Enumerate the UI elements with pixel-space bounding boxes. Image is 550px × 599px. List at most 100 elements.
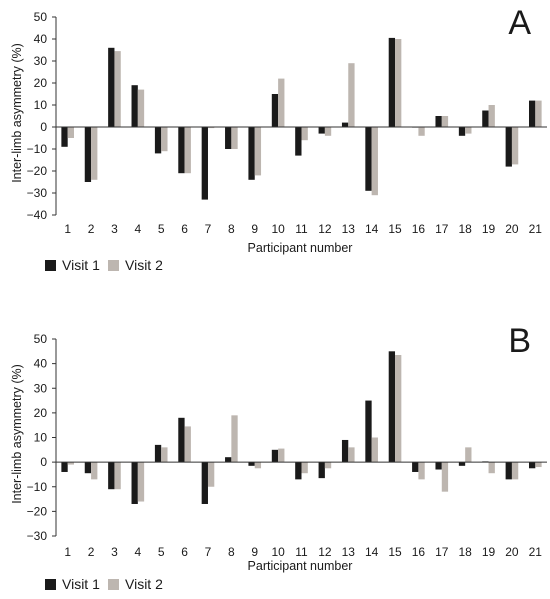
bar-visit-1-participant-10 xyxy=(271,449,279,463)
x-tick-label: 19 xyxy=(482,222,496,236)
x-tick-label: 10 xyxy=(271,545,285,559)
bar-visit-1-participant-14 xyxy=(365,400,372,463)
bar-visit-2-participant-7 xyxy=(207,462,215,487)
bar-visit-2-participant-4 xyxy=(137,462,145,502)
x-tick-label: 5 xyxy=(158,545,165,559)
x-tick-label: 4 xyxy=(134,222,141,236)
y-tick-label: 40 xyxy=(34,32,48,46)
legend-swatch-visit-2 xyxy=(108,579,119,590)
bar-visit-2-participant-5 xyxy=(161,127,168,152)
bar-visit-1-participant-6 xyxy=(178,417,185,463)
bar-visit-2-participant-14 xyxy=(371,437,378,463)
bar-visit-2-participant-17 xyxy=(441,116,449,127)
bar-visit-2-participant-1 xyxy=(67,462,75,465)
bar-visit-2-participant-21 xyxy=(535,100,542,127)
bar-visit-2-participant-14 xyxy=(371,127,378,196)
legend-swatch-visit-2 xyxy=(108,260,119,271)
x-tick-label: 12 xyxy=(318,545,332,559)
bar-visit-2-participant-17 xyxy=(441,462,449,492)
bar-visit-1-participant-20 xyxy=(505,127,512,167)
x-tick-label: 18 xyxy=(458,222,472,236)
x-tick-label: 10 xyxy=(271,222,285,236)
bar-visit-2-participant-16 xyxy=(418,462,425,480)
bar-visit-2-participant-13 xyxy=(348,447,355,463)
x-tick-label: 2 xyxy=(88,545,95,559)
x-tick-label: 18 xyxy=(458,545,472,559)
bar-visit-2-participant-11 xyxy=(301,462,308,474)
y-tick-label: −40 xyxy=(27,208,48,222)
bar-visit-2-participant-8 xyxy=(231,127,238,149)
bar-visit-1-participant-12 xyxy=(318,462,325,479)
x-tick-label: 14 xyxy=(365,545,379,559)
y-axis-title: Inter-limb asymmetry (%) xyxy=(10,364,24,504)
x-tick-label: 11 xyxy=(295,545,308,559)
bar-visit-2-participant-2 xyxy=(91,462,98,480)
x-tick-label: 8 xyxy=(228,222,235,236)
bar-visit-2-participant-12 xyxy=(324,462,332,469)
x-tick-label: 19 xyxy=(482,545,496,559)
bar-visit-2-participant-7 xyxy=(207,127,215,129)
x-tick-label: 17 xyxy=(435,545,449,559)
y-tick-label: 10 xyxy=(34,431,48,445)
x-tick-label: 7 xyxy=(205,222,212,236)
legend-label-visit-1: Visit 1 xyxy=(62,257,100,273)
bar-visit-1-participant-17 xyxy=(435,116,442,127)
chart-panel-b: B Inter-limb asymmetry (%) Participant n… xyxy=(10,322,547,592)
y-tick-label: −10 xyxy=(27,480,48,494)
panel-letter: B xyxy=(508,322,531,360)
y-tick-label: 50 xyxy=(34,10,48,24)
x-tick-label: 21 xyxy=(529,222,543,236)
bar-visit-2-participant-6 xyxy=(184,426,191,463)
bar-visit-1-participant-20 xyxy=(505,462,512,480)
y-tick-label: 50 xyxy=(34,332,48,346)
bar-visit-1-participant-8 xyxy=(225,127,232,149)
bar-visit-1-participant-15 xyxy=(388,351,396,463)
legend-label-visit-2: Visit 2 xyxy=(125,576,163,592)
y-tick-label: −20 xyxy=(27,504,48,518)
y-tick-label: 20 xyxy=(34,76,48,90)
x-axis-title: Participant number xyxy=(248,241,353,255)
legend-label-visit-1: Visit 1 xyxy=(62,576,100,592)
bar-visit-1-participant-7 xyxy=(201,462,208,504)
x-tick-label: 6 xyxy=(181,545,188,559)
bar-visit-2-participant-2 xyxy=(91,127,98,180)
bar-visit-1-participant-21 xyxy=(528,462,536,469)
bar-visit-2-participant-8 xyxy=(231,415,238,463)
x-tick-label: 15 xyxy=(388,222,402,236)
bar-visit-2-participant-6 xyxy=(184,127,191,174)
y-axis-title: Inter-limb asymmetry (%) xyxy=(10,43,24,183)
bar-visit-1-participant-16 xyxy=(412,462,419,472)
x-tick-label: 5 xyxy=(158,222,165,236)
x-tick-label: 9 xyxy=(251,545,258,559)
y-tick-label: −30 xyxy=(27,186,48,200)
bar-visit-1-participant-19 xyxy=(482,110,489,127)
bar-visit-1-participant-18 xyxy=(458,127,466,136)
bar-visit-1-participant-6 xyxy=(178,127,185,174)
x-axis-title: Participant number xyxy=(248,559,353,573)
bar-visit-1-participant-13 xyxy=(341,439,349,463)
x-tick-label: 3 xyxy=(111,545,118,559)
bar-visit-1-participant-2 xyxy=(84,462,92,474)
x-tick-label: 14 xyxy=(365,222,379,236)
x-tick-label: 4 xyxy=(134,545,141,559)
bar-visit-2-participant-20 xyxy=(511,127,519,165)
y-tick-label: 0 xyxy=(40,120,47,134)
x-tick-label: 1 xyxy=(64,222,71,236)
bar-visit-2-participant-9 xyxy=(254,462,262,469)
bar-visit-1-participant-12 xyxy=(318,127,325,134)
bar-visit-1-participant-5 xyxy=(154,127,162,154)
bar-visit-2-participant-15 xyxy=(395,39,402,127)
x-tick-label: 21 xyxy=(529,545,543,559)
legend-swatch-visit-1 xyxy=(45,579,56,590)
bar-visit-2-participant-11 xyxy=(301,127,308,141)
legend-swatch-visit-1 xyxy=(45,260,56,271)
y-tick-label: −10 xyxy=(27,142,48,156)
bar-visit-1-participant-7 xyxy=(201,127,208,200)
bar-visit-2-participant-12 xyxy=(324,127,332,136)
x-tick-label: 7 xyxy=(205,545,212,559)
bar-visit-1-participant-11 xyxy=(295,127,302,156)
bar-visit-2-participant-4 xyxy=(137,89,145,127)
x-tick-label: 17 xyxy=(435,222,449,236)
